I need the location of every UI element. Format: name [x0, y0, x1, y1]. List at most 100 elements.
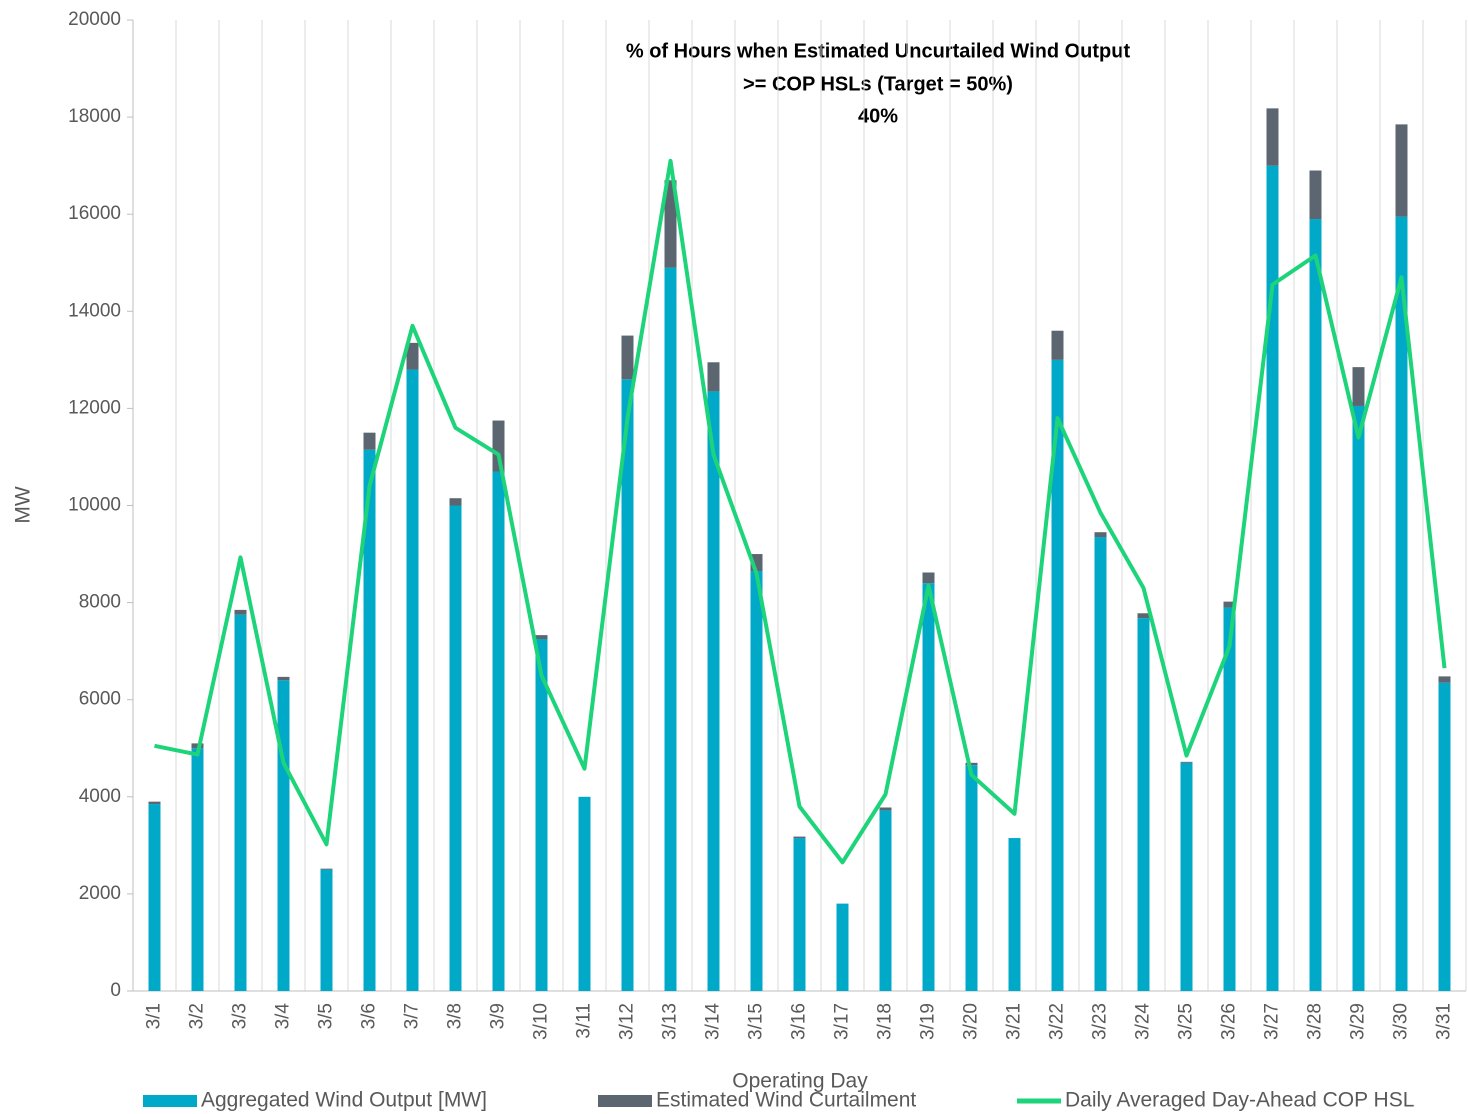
y-tick-label: 10000 — [68, 495, 121, 516]
bar — [1180, 762, 1193, 991]
legend-swatch — [143, 1095, 197, 1107]
bar — [965, 762, 978, 766]
bar — [406, 342, 419, 370]
x-tick-label: 3/1 — [144, 1003, 165, 1029]
x-tick-label: 3/13 — [660, 1003, 681, 1040]
chart-title: >= COP HSLs (Target = 50%) — [743, 73, 1013, 95]
x-tick-label: 3/25 — [1176, 1003, 1197, 1040]
bar — [965, 765, 978, 991]
bar — [1438, 676, 1451, 683]
y-tick-label: 0 — [110, 980, 121, 1001]
bar — [535, 635, 548, 640]
x-tick-label: 3/17 — [832, 1003, 853, 1040]
bar — [1223, 601, 1236, 608]
x-tick-label: 3/11 — [574, 1003, 595, 1039]
x-tick-label: 3/12 — [617, 1003, 638, 1040]
bar — [1309, 219, 1322, 991]
bar — [320, 868, 333, 870]
bar — [793, 836, 806, 839]
x-tick-label: 3/8 — [445, 1003, 466, 1029]
x-tick-label: 3/21 — [1004, 1003, 1025, 1040]
x-tick-label: 3/27 — [1262, 1003, 1283, 1040]
x-tick-label: 3/30 — [1391, 1003, 1412, 1040]
bar — [1395, 124, 1408, 217]
bar — [449, 505, 462, 991]
bar — [148, 801, 161, 805]
x-tick-label: 3/7 — [402, 1003, 423, 1029]
bar — [664, 180, 677, 268]
bar — [1223, 607, 1236, 991]
legend-label: Daily Averaged Day-Ahead COP HSL — [1065, 1089, 1414, 1112]
bar — [320, 869, 333, 991]
bar — [707, 391, 720, 992]
x-tick-label: 3/2 — [187, 1003, 208, 1029]
x-tick-label: 3/19 — [918, 1003, 939, 1040]
bar — [1352, 367, 1365, 406]
bar — [1438, 682, 1451, 991]
x-tick-label: 3/9 — [488, 1003, 509, 1029]
bar — [1395, 216, 1408, 991]
bar — [1309, 170, 1322, 220]
bar — [492, 420, 505, 472]
y-tick-label: 20000 — [68, 9, 121, 30]
y-tick-label: 4000 — [79, 786, 121, 807]
legend-label: Aggregated Wind Output [MW] — [201, 1089, 487, 1112]
y-tick-label: 18000 — [68, 106, 121, 127]
y-tick-label: 16000 — [68, 203, 121, 224]
x-tick-label: 3/31 — [1434, 1003, 1455, 1040]
x-tick-label: 3/14 — [703, 1003, 724, 1040]
bar — [363, 449, 376, 992]
bar — [664, 267, 677, 992]
bar — [535, 639, 548, 991]
x-tick-label: 3/4 — [273, 1003, 294, 1030]
y-tick-label: 14000 — [68, 300, 121, 321]
y-axis-label: MW — [12, 486, 35, 523]
x-tick-label: 3/3 — [230, 1003, 251, 1029]
x-tick-label: 3/18 — [875, 1003, 896, 1040]
bar — [922, 583, 935, 991]
x-tick-label: 3/22 — [1047, 1003, 1068, 1040]
x-axis-label: Operating Day — [732, 1070, 868, 1093]
bar — [578, 796, 591, 991]
y-tick-label: 12000 — [68, 397, 121, 418]
x-tick-label: 3/26 — [1219, 1003, 1240, 1040]
legend-swatch — [598, 1095, 652, 1107]
bar — [621, 379, 634, 991]
x-tick-label: 3/6 — [359, 1003, 380, 1029]
bar — [449, 498, 462, 506]
x-tick-label: 3/16 — [789, 1003, 810, 1040]
chart-title: 40% — [858, 105, 898, 127]
x-tick-label: 3/23 — [1090, 1003, 1111, 1040]
bar — [277, 680, 290, 991]
bar — [234, 614, 247, 991]
y-tick-label: 6000 — [79, 689, 121, 710]
bar — [793, 838, 806, 991]
bar — [879, 810, 892, 991]
bar — [1266, 165, 1279, 991]
bar — [621, 335, 634, 380]
y-tick-label: 2000 — [79, 883, 121, 904]
bar — [1266, 108, 1279, 166]
bar — [148, 804, 161, 991]
bar — [1137, 613, 1150, 619]
bar — [363, 432, 376, 450]
x-tick-label: 3/24 — [1133, 1003, 1154, 1040]
bar — [1008, 838, 1021, 991]
bar — [191, 748, 204, 991]
bar — [879, 807, 892, 811]
y-tick-label: 8000 — [79, 592, 121, 613]
x-tick-label: 3/15 — [746, 1003, 767, 1040]
bar — [1051, 330, 1064, 360]
legend-label: Estimated Wind Curtailment — [656, 1089, 916, 1112]
bar — [1137, 618, 1150, 991]
x-tick-label: 3/10 — [531, 1003, 552, 1040]
bar — [750, 571, 763, 991]
bar — [277, 676, 290, 681]
x-tick-label: 3/29 — [1348, 1003, 1369, 1040]
x-tick-label: 3/20 — [961, 1003, 982, 1040]
bar — [1352, 405, 1365, 991]
bar — [492, 471, 505, 991]
bar — [234, 609, 247, 615]
bar — [1094, 532, 1107, 538]
